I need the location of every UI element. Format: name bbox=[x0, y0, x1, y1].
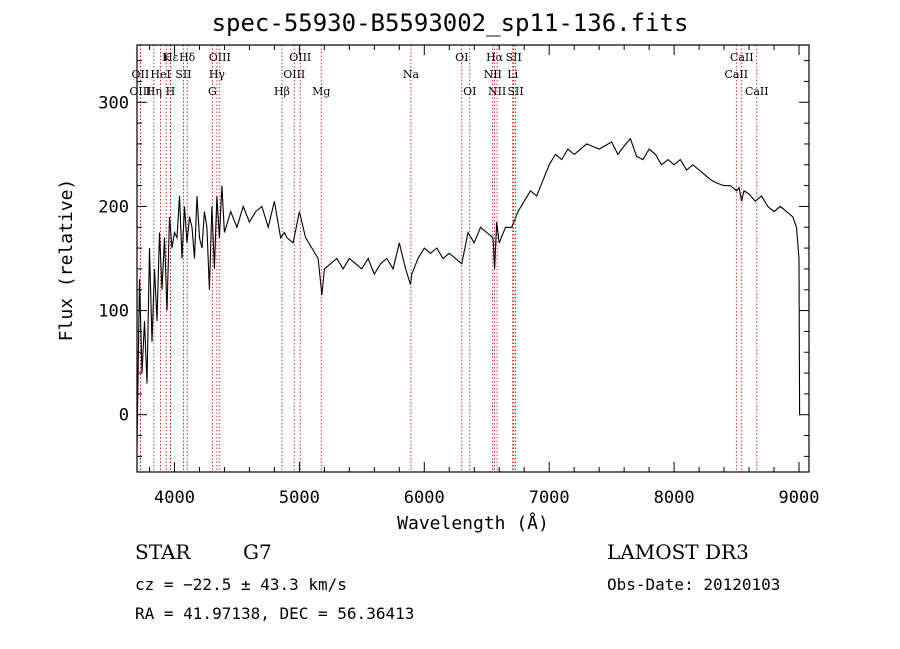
y-tick-label: 0 bbox=[119, 406, 129, 426]
marker-label: G bbox=[208, 85, 217, 98]
marker-label: K bbox=[162, 51, 171, 64]
marker-label: Hβ bbox=[274, 85, 290, 98]
obs-date-text: Obs-Date: 20120103 bbox=[607, 575, 781, 594]
marker-label: OI bbox=[455, 51, 468, 64]
x-tick-label: 4000 bbox=[154, 488, 195, 508]
marker-label: H bbox=[166, 85, 176, 98]
x-axis-label: Wavelength (Å) bbox=[397, 512, 549, 534]
coordinates-text: RA = 41.97138, DEC = 56.36413 bbox=[135, 604, 415, 623]
marker-label: OIII bbox=[289, 51, 311, 64]
y-tick-label: 200 bbox=[98, 197, 129, 217]
marker-label: SII bbox=[175, 68, 191, 81]
marker-label: CaII bbox=[730, 51, 754, 64]
marker-label: OIII bbox=[209, 51, 231, 64]
axis-ticks bbox=[137, 45, 809, 472]
x-tick-label: 9000 bbox=[779, 488, 820, 508]
marker-label: CaII bbox=[724, 68, 748, 81]
object-subclass: G7 bbox=[243, 540, 272, 564]
y-axis-label: Flux (relative) bbox=[56, 179, 77, 342]
marker-label: Hη bbox=[146, 85, 162, 98]
marker-label: NII bbox=[488, 85, 506, 98]
marker-label: Hδ bbox=[179, 51, 196, 64]
x-tick-label: 5000 bbox=[279, 488, 320, 508]
marker-label: Mg bbox=[312, 85, 330, 98]
redshift-text: cz = −22.5 ± 43.3 km/s bbox=[135, 575, 347, 594]
marker-label: Hγ bbox=[209, 68, 226, 81]
marker-label: SII bbox=[506, 51, 522, 64]
marker-label: OIII bbox=[129, 85, 151, 98]
marker-label: SII bbox=[507, 85, 523, 98]
marker-label: OI bbox=[463, 85, 476, 98]
x-tick-label: 8000 bbox=[654, 488, 695, 508]
y-tick-label: 300 bbox=[98, 93, 129, 113]
marker-label: OIII bbox=[283, 68, 305, 81]
marker-label: CaII bbox=[745, 85, 769, 98]
x-tick-label: 6000 bbox=[404, 488, 445, 508]
marker-label: NII bbox=[484, 68, 502, 81]
survey-name: LAMOST DR3 bbox=[607, 540, 749, 564]
marker-label: HeI bbox=[150, 68, 170, 81]
spectrum-line bbox=[136, 137, 801, 447]
spectrum-series bbox=[136, 137, 801, 447]
marker-label: Na bbox=[403, 68, 420, 81]
y-tick-label: 100 bbox=[98, 302, 129, 322]
plot-frame bbox=[136, 44, 810, 473]
marker-label: Hα bbox=[486, 51, 504, 64]
x-tick-label: 7000 bbox=[529, 488, 570, 508]
chart-title: spec-55930-B5593002_sp11-136.fits bbox=[211, 9, 689, 37]
marker-label: Li bbox=[507, 68, 518, 81]
tick-labels: 4000 5000 6000 7000 8000 9000 0 100 200 300 bbox=[98, 93, 819, 508]
object-class: STAR bbox=[135, 540, 191, 564]
